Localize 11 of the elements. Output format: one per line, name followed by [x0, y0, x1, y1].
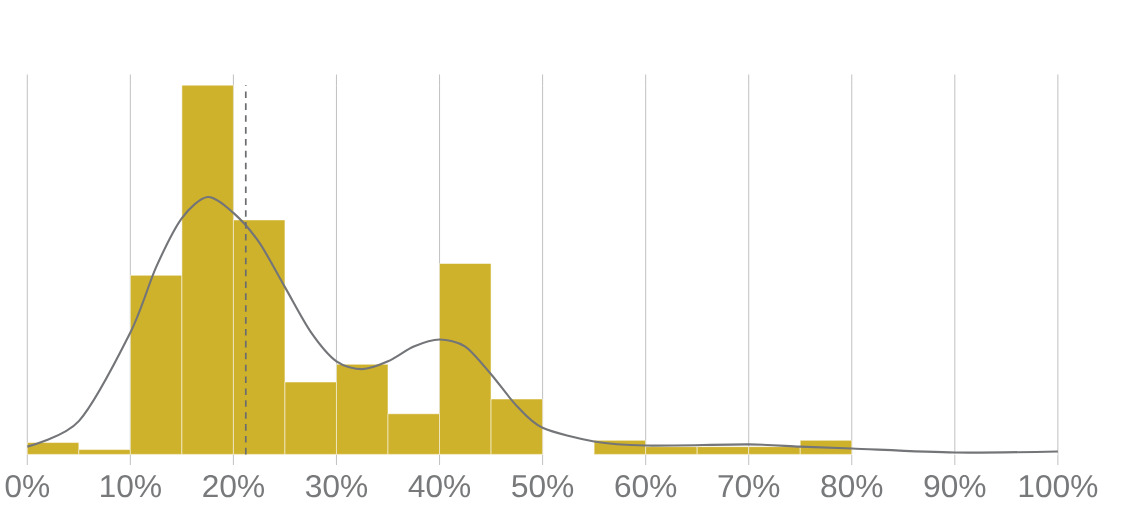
x-tick-label: 80%	[821, 475, 883, 498]
x-tick-label: 100%	[1019, 475, 1098, 498]
x-tick-label: 10%	[101, 475, 161, 498]
x-tick-label: 70%	[718, 475, 780, 498]
x-tick-label: 20%	[203, 475, 264, 498]
x-tick-label: 0%	[5, 475, 50, 498]
x-tick-label: 50%	[512, 475, 574, 498]
x-tick-label: 60%	[615, 475, 677, 498]
x-tick-label: 90%	[924, 475, 986, 498]
x-tick-label: 30%	[305, 475, 368, 498]
x-tick-label: 40%	[408, 475, 471, 498]
